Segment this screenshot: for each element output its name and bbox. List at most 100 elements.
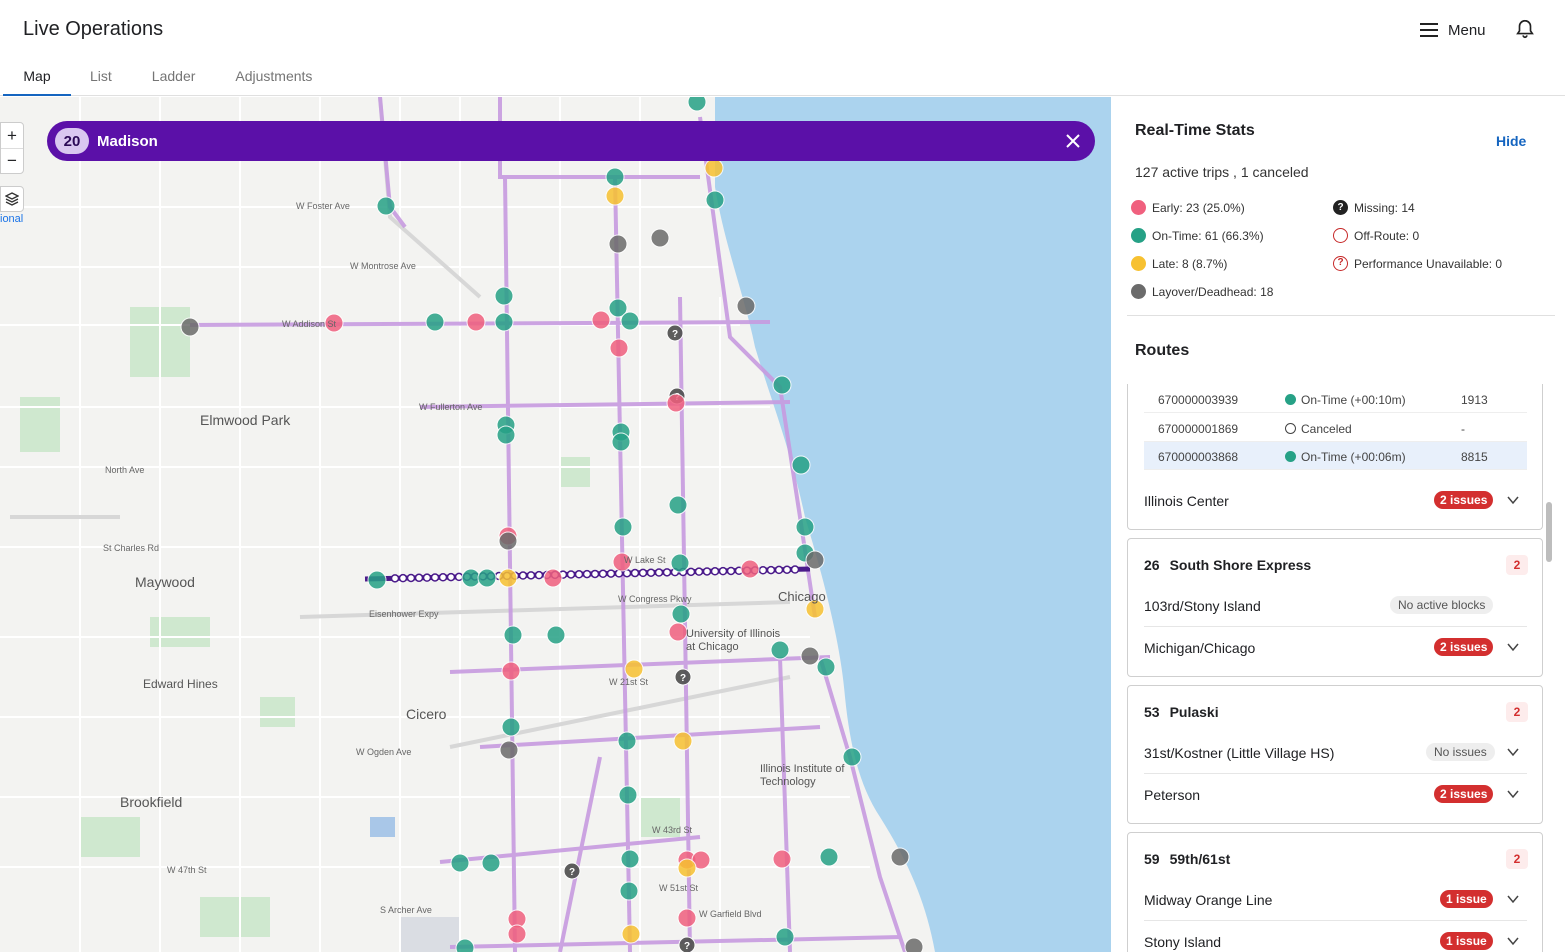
issue-count-badge: 2: [1506, 555, 1528, 575]
layers-button[interactable]: [0, 186, 24, 212]
line-row[interactable]: Midway Orange Line 1 issue: [1144, 879, 1527, 919]
tab-ladder[interactable]: Ladder: [151, 68, 196, 84]
street-label: W 43rd St: [652, 825, 693, 835]
vehicle-marker: [620, 311, 640, 331]
layers-option-label: ional: [0, 213, 24, 225]
vehicle-marker: [543, 568, 563, 588]
chevron-down-icon[interactable]: [1506, 934, 1520, 948]
vehicle-marker: [498, 531, 518, 551]
route-stop-marker: [422, 573, 432, 582]
vehicle-marker: [674, 668, 692, 686]
line-row[interactable]: Michigan/Chicago 2 issues: [1144, 626, 1527, 666]
on-time-dot-icon: [1285, 394, 1296, 405]
menu-button[interactable]: Menu: [1420, 18, 1486, 42]
issue-count-badge: 2: [1506, 702, 1528, 722]
place-label: Brookfield: [120, 794, 183, 810]
vehicle-marker: [481, 853, 501, 873]
notifications-bell-icon[interactable]: [1514, 18, 1536, 40]
route-stop-marker: [430, 573, 440, 582]
scrollbar-thumb[interactable]: [1546, 502, 1552, 562]
menu-label: Menu: [1448, 21, 1486, 39]
vehicle-id: 8815: [1461, 450, 1488, 464]
vehicle-marker: [621, 924, 641, 944]
chevron-down-icon[interactable]: [1506, 745, 1520, 759]
zoom-out-button[interactable]: −: [1, 148, 23, 173]
status-chip: No active blocks: [1390, 596, 1494, 614]
vehicle-marker: [501, 717, 521, 737]
street-label: W 47th St: [167, 865, 207, 875]
trip-status: On-Time (+00:06m): [1285, 450, 1406, 464]
live-map[interactable]: ????? Elmwood Park Maywood Edward Hines …: [0, 97, 1111, 952]
vehicle-marker: [795, 517, 815, 537]
line-name: Midway Orange Line: [1144, 892, 1273, 908]
chevron-down-icon[interactable]: [1506, 892, 1520, 906]
route-stop-marker: [446, 572, 456, 582]
routes-scrollbar[interactable]: [1545, 384, 1553, 952]
street-label: W Foster Ave: [296, 201, 350, 211]
chevron-down-icon[interactable]: [1506, 787, 1520, 801]
hamburger-icon: [1420, 23, 1438, 37]
route-number-badge: 20: [55, 128, 89, 154]
line-row[interactable]: Illinois Center 2 issues: [1144, 480, 1527, 520]
tab-adjustments[interactable]: Adjustments: [235, 68, 313, 84]
route-stop-marker: [766, 565, 776, 575]
line-row[interactable]: Peterson 2 issues: [1144, 773, 1527, 813]
trip-row-selected[interactable]: 670000003868 On-Time (+00:06m) 8815: [1144, 442, 1527, 470]
route-card-53: 53 Pulaski 2 31st/Kostner (Little Village…: [1127, 685, 1543, 824]
chevron-down-icon[interactable]: [1506, 493, 1520, 507]
vehicle-marker: [687, 97, 707, 112]
vehicle-marker: [620, 849, 640, 869]
vehicle-id: -: [1461, 422, 1465, 436]
line-row[interactable]: 31st/Kostner (Little Village HS) No issu…: [1144, 732, 1527, 772]
vehicle-marker: [494, 312, 514, 332]
routes-list[interactable]: 670000003939 On-Time (+00:10m) 1913 6700…: [1127, 384, 1554, 952]
route-card-header: 26 South Shore Express: [1144, 557, 1312, 573]
chevron-down-icon[interactable]: [1506, 640, 1520, 654]
route-stop-marker: [582, 569, 592, 579]
line-name: Stony Island: [1144, 934, 1222, 950]
issues-badge: 2 issues: [1434, 638, 1494, 656]
vehicle-marker: [704, 158, 724, 178]
vehicle-marker: [816, 657, 836, 677]
street-label: W Garfield Blvd: [699, 909, 762, 919]
close-icon[interactable]: [1063, 131, 1083, 151]
top-app-bar: Live Operations Menu Map List Ladder Adj…: [0, 0, 1565, 96]
line-row[interactable]: Stony Island 1 issue: [1144, 920, 1527, 952]
zoom-in-button[interactable]: +: [7, 125, 17, 145]
legend-off-route: Off-Route: 0: [1333, 228, 1419, 243]
missing-vehicle-glyph: ?: [684, 941, 690, 952]
route-stop-marker: [718, 566, 728, 576]
side-panel: Real-Time Stats Hide 127 active trips , …: [1111, 97, 1565, 952]
vehicle-marker: [477, 568, 497, 588]
trip-id: 670000001869: [1158, 422, 1239, 436]
vehicle-marker: [376, 196, 396, 216]
line-row[interactable]: 103rd/Stony Island No active blocks: [1144, 585, 1527, 625]
route-stop-marker: [758, 565, 768, 575]
legend-missing: ? Missing: 14: [1333, 200, 1415, 215]
issues-badge: 1 issue: [1440, 890, 1493, 908]
route-stop-marker: [566, 570, 576, 579]
route-stop-marker: [654, 568, 664, 577]
vehicle-marker: [671, 604, 691, 624]
route-name: Madison: [97, 132, 158, 150]
street-label: W Montrose Ave: [350, 261, 416, 271]
vehicle-marker: [501, 661, 521, 681]
route-card-header: 53 Pulaski: [1144, 704, 1219, 720]
tab-map[interactable]: Map: [3, 60, 71, 96]
map-base: ?????: [0, 97, 1111, 952]
place-label: Maywood: [135, 574, 195, 590]
vehicle-marker: [461, 568, 481, 588]
tab-list[interactable]: List: [90, 68, 112, 84]
missing-vehicle-glyph: ?: [680, 673, 686, 684]
trip-row[interactable]: 670000001869 Canceled -: [1144, 414, 1527, 442]
street-label: W Ogden Ave: [356, 747, 412, 757]
street-label: W 21st St: [609, 677, 649, 687]
vehicle-marker: [677, 908, 697, 928]
route-stop-marker: [782, 565, 792, 574]
vehicle-marker: [904, 937, 924, 952]
street-label: St Charles Rd: [103, 543, 160, 553]
missing-vehicle-glyph: ?: [672, 329, 678, 340]
trip-row[interactable]: 670000003939 On-Time (+00:10m) 1913: [1144, 385, 1527, 413]
hide-stats-link[interactable]: Hide: [1496, 133, 1527, 149]
on-time-dot-icon: [1131, 228, 1146, 243]
